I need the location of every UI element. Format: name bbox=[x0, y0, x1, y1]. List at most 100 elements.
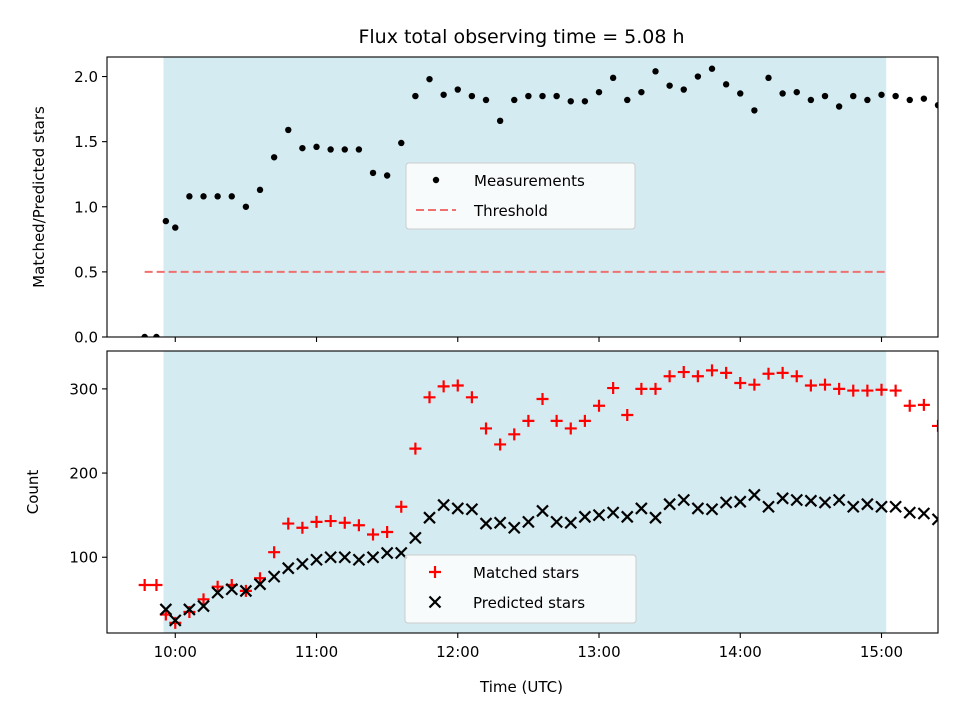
measurement-point bbox=[369, 169, 377, 177]
predicted-stars-point bbox=[380, 546, 394, 560]
matched-stars-point bbox=[621, 408, 634, 421]
predicted-stars-point bbox=[338, 550, 352, 564]
matched-stars-point bbox=[508, 428, 521, 441]
measurement-point bbox=[539, 92, 546, 100]
matched-stars-point bbox=[762, 367, 775, 380]
matched-stars-point bbox=[480, 422, 493, 435]
matched-stars-point bbox=[254, 572, 267, 585]
predicted-stars-point bbox=[931, 513, 938, 526]
matched-stars-point bbox=[847, 384, 860, 397]
predicted-stars-point bbox=[324, 550, 337, 564]
measurement-point bbox=[468, 92, 476, 100]
measurement-point bbox=[186, 193, 193, 200]
matched-stars-point bbox=[748, 378, 761, 391]
predicted-stars-point bbox=[875, 500, 888, 514]
predicted-stars-point bbox=[649, 511, 662, 524]
matched-stars-point bbox=[917, 398, 930, 411]
predicted-stars-point bbox=[550, 515, 563, 529]
matched-stars-point bbox=[395, 500, 408, 513]
predicted-stars-point bbox=[620, 510, 634, 524]
predicted-stars-point bbox=[159, 603, 173, 616]
matched-stars-point bbox=[593, 399, 606, 412]
measurement-point bbox=[398, 139, 405, 147]
matched-stars-point bbox=[296, 521, 309, 534]
legend-label: Predicted stars bbox=[473, 594, 585, 612]
x-tick-label: 10:00 bbox=[154, 643, 197, 661]
matched-stars-point bbox=[150, 579, 163, 592]
predicted-stars-point bbox=[903, 506, 917, 519]
y-tick-label: 1.5 bbox=[74, 133, 98, 151]
predicted-stars-point bbox=[493, 516, 507, 530]
matched-stars-point bbox=[465, 391, 478, 404]
legend-label: Measurements bbox=[474, 172, 585, 190]
measurement-point bbox=[920, 95, 928, 102]
legend-label: Matched stars bbox=[473, 564, 579, 582]
measurement-point bbox=[482, 96, 490, 104]
predicted-stars-point bbox=[296, 557, 309, 571]
matched-stars-point bbox=[875, 383, 888, 396]
matched-stars-point bbox=[564, 422, 577, 435]
measurement-point bbox=[256, 186, 264, 194]
matched-stars-point bbox=[734, 376, 747, 389]
matched-stars-point bbox=[138, 579, 151, 592]
y-axis-label: Count bbox=[24, 470, 42, 515]
measurement-point bbox=[355, 146, 363, 153]
measurement-point bbox=[327, 146, 334, 153]
measurement-point bbox=[285, 126, 292, 134]
measurement-point bbox=[299, 144, 306, 152]
predicted-stars-point bbox=[168, 614, 182, 627]
predicted-stars-point bbox=[352, 553, 366, 567]
predicted-stars-point bbox=[564, 516, 578, 530]
matched-stars-point bbox=[282, 517, 295, 530]
predicted-stars-point bbox=[536, 504, 549, 518]
matched-stars-point bbox=[352, 519, 365, 532]
measurement-point bbox=[835, 103, 843, 110]
series-predicted-stars bbox=[159, 488, 958, 627]
predicted-stars-point bbox=[253, 577, 267, 591]
predicted-stars-point bbox=[578, 510, 592, 524]
plot-area bbox=[138, 364, 958, 629]
y-axis-label: Matched/Predicted stars bbox=[30, 106, 48, 288]
matched-stars-point bbox=[451, 379, 464, 392]
y-tick-label: 2.0 bbox=[74, 68, 98, 86]
measurement-point bbox=[934, 101, 938, 109]
matched-stars-point bbox=[790, 370, 803, 383]
legend-label: Threshold bbox=[473, 202, 548, 220]
top-panel: 0.0 0.5 1.0 1.5 2.0 Matched/Predicted stars Me… bbox=[30, 56, 939, 347]
x-tick-label: 12:00 bbox=[436, 643, 479, 661]
predicted-stars-point bbox=[437, 498, 450, 512]
measurement-point bbox=[162, 217, 170, 225]
predicted-stars-point bbox=[310, 553, 323, 567]
predicted-stars-point bbox=[409, 531, 422, 545]
matched-stars-point bbox=[804, 379, 817, 392]
measurement-point bbox=[567, 98, 574, 105]
axes-frame bbox=[106, 350, 939, 634]
predicted-stars-point bbox=[225, 582, 239, 596]
predicted-stars-point bbox=[705, 502, 719, 516]
y-tick-label: 0.0 bbox=[74, 329, 98, 347]
predicted-stars-point bbox=[947, 514, 958, 525]
chart-title: Flux total observing time = 5.08 h bbox=[358, 26, 684, 48]
measurement-point bbox=[892, 92, 899, 100]
predicted-stars-point bbox=[846, 500, 860, 514]
matched-stars-point bbox=[197, 593, 210, 606]
measurement-point bbox=[412, 92, 419, 100]
predicted-stars-point bbox=[197, 599, 210, 613]
matched-stars-point bbox=[691, 370, 704, 383]
predicted-stars-point bbox=[366, 550, 380, 564]
predicted-stars-point bbox=[663, 497, 676, 511]
matched-stars-point bbox=[677, 366, 690, 379]
predicted-stars-point bbox=[465, 502, 479, 516]
matched-stars-point bbox=[367, 528, 380, 541]
measurement-point bbox=[553, 92, 560, 100]
y-tick-label: 300 bbox=[69, 380, 98, 398]
measurement-point bbox=[153, 333, 160, 337]
y-tick-label: 0.5 bbox=[74, 263, 98, 281]
measurement-point bbox=[878, 91, 885, 98]
legend: Matched stars Predicted stars bbox=[404, 554, 637, 624]
measurement-point bbox=[737, 90, 744, 97]
predicted-stars-point bbox=[917, 507, 931, 520]
measurement-point bbox=[666, 82, 673, 89]
measurement-point bbox=[141, 333, 148, 337]
measurement-point bbox=[765, 74, 772, 82]
